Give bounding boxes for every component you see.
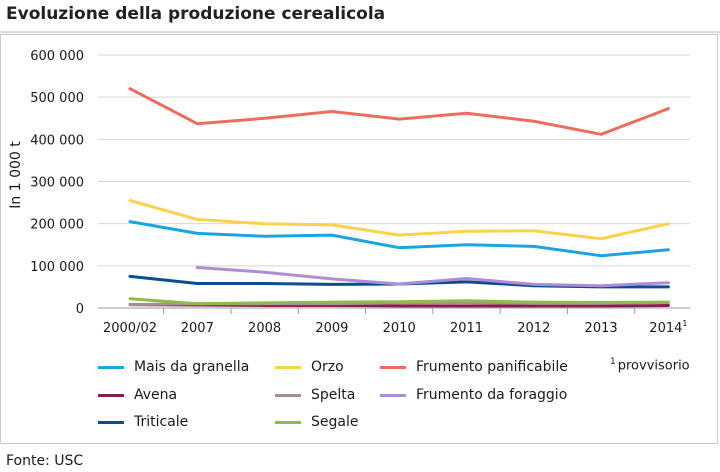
legend-item: Frumento da foraggio <box>380 385 567 405</box>
legend-label: Avena <box>134 387 178 403</box>
legend-label: Orzo <box>311 359 344 375</box>
x-tick-label: 2008 <box>248 321 281 336</box>
legend-label: Spelta <box>311 387 356 403</box>
x-tick-label: 2007 <box>181 321 214 336</box>
y-tick-label: 300 000 <box>30 176 84 191</box>
legend-swatch <box>275 420 301 424</box>
legend-swatch <box>275 365 301 369</box>
x-tick-label: 2013 <box>585 321 618 336</box>
legend-item: Orzo <box>275 357 344 377</box>
x-tick-label: 2009 <box>315 321 348 336</box>
x-tick-label: 2012 <box>517 321 550 336</box>
legend-item: Frumento panificabile <box>380 357 568 377</box>
series-line-mais-da-granella <box>128 220 670 258</box>
legend-label: Frumento da foraggio <box>416 387 568 403</box>
y-tick-label: 600 000 <box>30 49 84 64</box>
legend-item: Triticale <box>98 412 188 432</box>
y-tick-label: 400 000 <box>30 133 84 148</box>
series-line-orzo <box>128 199 670 241</box>
series-line-frumento-da-foraggio <box>195 266 670 288</box>
y-axis-label: In 1 000 t <box>8 141 24 209</box>
legend-item: Spelta <box>275 385 355 405</box>
legend-swatch <box>98 420 124 424</box>
title-divider <box>0 31 720 33</box>
legend-swatch <box>275 393 301 397</box>
legend-item: Segale <box>275 412 358 432</box>
series-line-frumento-panificabile <box>128 87 670 136</box>
legend-swatch <box>98 365 124 369</box>
page-title: Evoluzione della produzione cerealicola <box>6 4 386 24</box>
series-lines <box>128 87 670 308</box>
x-tick-label: 2000/02 <box>103 321 157 336</box>
legend-label: Triticale <box>134 414 189 430</box>
grid-lines <box>98 54 690 309</box>
x-tick-label: 2010 <box>383 321 416 336</box>
y-tick-label: 0 <box>76 302 84 317</box>
x-axis-ticks: 2000/02 2007 2008 2009 2010 2011 2012 2013 20141 <box>103 308 687 336</box>
y-tick-label: 500 000 <box>30 91 84 106</box>
y-tick-label: 200 000 <box>30 218 84 233</box>
legend-label: Frumento panificabile <box>416 359 568 375</box>
source-note: Fonte: USC <box>6 453 84 469</box>
legend-label: Segale <box>311 414 359 430</box>
footnote-mark: 1 <box>610 357 616 367</box>
x-tick-label: 20141 <box>649 319 687 336</box>
footnote: 1 provvisorio <box>610 357 690 373</box>
y-axis-ticks: 0 100 000 200 000 300 000 400 000 500 000 600 … <box>30 49 84 317</box>
x-tick-label: 2011 <box>450 321 483 336</box>
series-line-segale <box>128 297 670 306</box>
legend-swatch <box>98 393 124 397</box>
chart-frame <box>0 34 718 444</box>
legend-label: Mais da granella <box>134 359 250 375</box>
legend-swatch <box>380 365 406 369</box>
legend-swatch <box>380 393 406 397</box>
footnote-text: provvisorio <box>617 358 690 374</box>
legend-item: Mais da granella <box>98 357 249 377</box>
y-tick-label: 100 000 <box>30 260 84 275</box>
legend-item: Avena <box>98 385 177 405</box>
